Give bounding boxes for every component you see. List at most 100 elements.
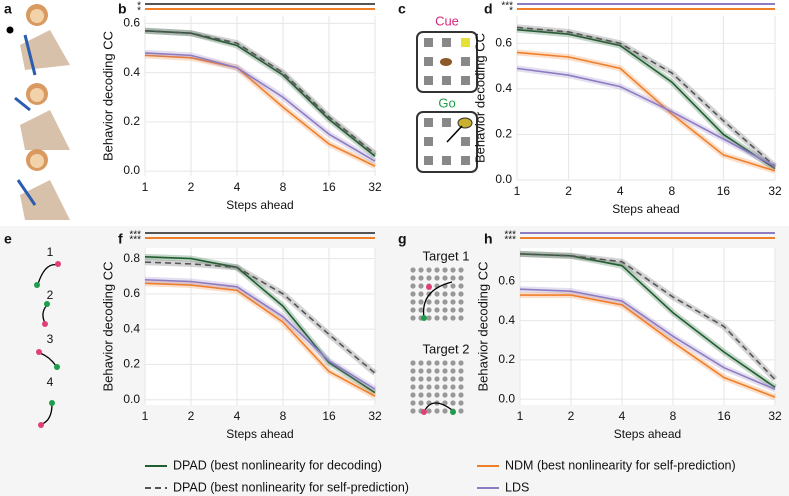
x-tick-label: 8 xyxy=(280,180,287,194)
grid-dot xyxy=(410,376,416,382)
grid-dot xyxy=(450,376,456,382)
grid-dot xyxy=(426,307,432,313)
y-tick-label: 0.0 xyxy=(498,391,515,405)
x-tick-label: 8 xyxy=(280,409,287,423)
grid-dot xyxy=(458,275,464,281)
x-tick-label: 8 xyxy=(668,184,675,198)
grid-dot xyxy=(426,315,432,321)
panel-label: e xyxy=(4,231,12,247)
significance-label: *** xyxy=(501,1,513,12)
grid-dot xyxy=(426,267,432,273)
grid-dot xyxy=(410,267,416,273)
x-tick-label: 2 xyxy=(568,409,575,423)
series-line xyxy=(519,253,776,381)
grid-dot xyxy=(434,376,440,382)
series-line xyxy=(516,26,776,167)
grid-dot xyxy=(458,315,464,321)
grid-dot xyxy=(442,384,448,390)
x-axis-label: Steps ahead xyxy=(226,427,293,441)
grid-dot xyxy=(442,291,448,297)
grid-dot xyxy=(458,376,464,382)
x-tick-label: 1 xyxy=(514,184,521,198)
x-tick-label: 1 xyxy=(517,409,524,423)
grid-dot xyxy=(450,360,456,366)
grid-dot xyxy=(410,400,416,406)
y-tick-label: 0.0 xyxy=(495,172,512,186)
grid-dot xyxy=(442,392,448,398)
y-tick-label: 0.6 xyxy=(498,274,515,288)
grid-dot xyxy=(450,283,456,289)
significance-label: * xyxy=(509,6,513,17)
y-axis-label: Behavior decoding CC xyxy=(100,261,115,391)
grid-dot xyxy=(426,392,432,398)
grid-dot xyxy=(442,360,448,366)
legend-label: DPAD (best nonlinearity for decoding) xyxy=(173,458,382,472)
x-tick-label: 2 xyxy=(188,409,195,423)
grid-dot xyxy=(442,376,448,382)
x-tick-label: 32 xyxy=(368,409,382,423)
y-tick-label: 0.2 xyxy=(498,352,515,366)
grid-dot xyxy=(410,384,416,390)
x-tick-label: 1 xyxy=(142,180,149,194)
movement-label: 2 xyxy=(47,288,54,302)
x-tick-label: 32 xyxy=(768,409,782,423)
grid-dot xyxy=(418,283,424,289)
grid-dot xyxy=(450,392,456,398)
x-tick-label: 4 xyxy=(234,180,241,194)
x-tick-label: 32 xyxy=(768,184,782,198)
y-tick-label: 0.8 xyxy=(123,251,140,265)
series-line xyxy=(144,29,376,155)
grid-dot xyxy=(450,368,456,374)
grid-dot xyxy=(458,368,464,374)
y-axis-label: Behavior decoding CC xyxy=(475,261,490,391)
x-tick-label: 4 xyxy=(619,409,626,423)
grid-dot xyxy=(434,267,440,273)
grid-dot xyxy=(442,368,448,374)
grid-dot xyxy=(458,307,464,313)
x-tick-label: 16 xyxy=(322,409,336,423)
grid-dot xyxy=(410,275,416,281)
grid-dot xyxy=(442,299,448,305)
significance-label: *** xyxy=(129,230,141,241)
grid-dot xyxy=(410,408,416,414)
grid-dot xyxy=(410,307,416,313)
x-tick-label: 16 xyxy=(322,180,336,194)
grid-dot xyxy=(458,400,464,406)
y-tick-label: 0.4 xyxy=(123,321,140,335)
series-line xyxy=(516,28,776,170)
movement-dots xyxy=(34,261,61,428)
cue-label: Cue xyxy=(435,13,459,28)
panel-label: b xyxy=(118,1,127,17)
panel-label: g xyxy=(398,231,407,247)
y-tick-label: 0.4 xyxy=(495,81,512,95)
grid-dot xyxy=(442,275,448,281)
x-tick-label: 4 xyxy=(617,184,624,198)
panel-label: h xyxy=(484,231,493,247)
movement-label: 4 xyxy=(47,375,54,389)
significance-label: *** xyxy=(129,235,141,246)
grid-dot xyxy=(458,408,464,414)
significance-label: *** xyxy=(504,230,516,241)
panel-label: c xyxy=(398,1,406,17)
significance-label: * xyxy=(137,6,141,17)
y-tick-label: 0.4 xyxy=(123,65,140,79)
x-axis-label: Steps ahead xyxy=(612,202,679,216)
movement-label: 1 xyxy=(47,245,54,259)
grid-dot xyxy=(426,360,432,366)
grid-dot xyxy=(426,299,432,305)
grid-dot xyxy=(426,368,432,374)
series-line xyxy=(144,54,376,167)
grid-dot xyxy=(418,299,424,305)
grid-dot xyxy=(434,299,440,305)
series-line xyxy=(520,294,776,398)
significance-label: * xyxy=(137,1,141,12)
grid-dot xyxy=(450,267,456,273)
x-tick-label: 4 xyxy=(234,409,241,423)
target-dot xyxy=(426,284,432,290)
series-line xyxy=(144,29,376,157)
grid-dot xyxy=(410,360,416,366)
grid-dot xyxy=(418,368,424,374)
band xyxy=(144,259,377,376)
grid-dot xyxy=(410,283,416,289)
grid-dot xyxy=(418,376,424,382)
